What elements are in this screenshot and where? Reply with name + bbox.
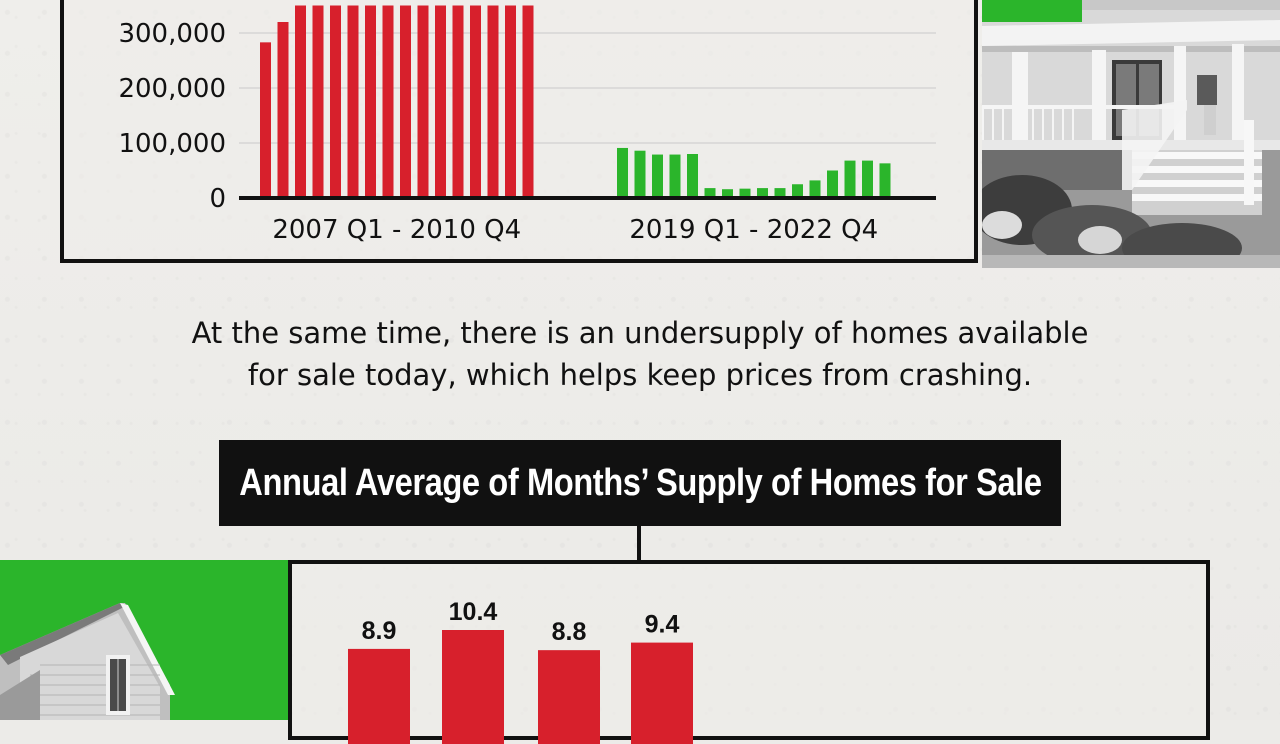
green-bar — [722, 189, 733, 198]
top-bar-chart: 0 100,000 200,000 300,000 2007 Q1 - 2010 Q4 2… — [118, 5, 936, 245]
green-bar — [634, 150, 646, 198]
red-bar — [277, 22, 289, 198]
chart-title: Annual Average of Months’ Supply of Home… — [238, 461, 1042, 504]
red-bar — [522, 5, 534, 198]
supply-bar — [348, 648, 410, 744]
red-bar — [330, 5, 341, 198]
green-bar — [687, 154, 698, 198]
red-bar — [417, 5, 429, 198]
y-tick-label: 100,000 — [118, 129, 226, 159]
statement-line-1: At the same time, there is an undersuppl… — [191, 316, 1089, 350]
green-bar — [792, 184, 803, 198]
red-bar — [382, 5, 394, 198]
green-bar — [757, 188, 768, 198]
red-bar — [505, 5, 516, 198]
red-bar — [487, 5, 499, 198]
red-bar — [312, 5, 324, 198]
green-bar — [879, 163, 891, 198]
green-bar — [862, 160, 873, 198]
bar-value-label: 9.4 — [645, 611, 680, 639]
red-bar — [470, 5, 481, 198]
bar-value-label: 8.8 — [552, 618, 587, 646]
green-bar — [739, 188, 751, 198]
red-bar — [435, 5, 446, 198]
x-group-label: 2007 Q1 - 2010 Q4 — [272, 215, 521, 245]
house-photo-gable — [0, 595, 290, 720]
green-bar — [669, 154, 681, 198]
green-bar — [617, 147, 628, 198]
red-bar — [400, 5, 411, 198]
red-bar — [295, 5, 306, 198]
x-group-label: 2019 Q1 - 2022 Q4 — [629, 215, 878, 245]
red-bar — [452, 5, 464, 198]
y-tick-label: 200,000 — [118, 74, 226, 104]
green-bar — [652, 154, 663, 198]
chart-title-banner: Annual Average of Months’ Supply of Home… — [219, 440, 1061, 526]
months-supply-chart-panel: 8.9 10.4 8.8 9.4 — [288, 560, 1210, 744]
foreclosure-chart-panel: 0 100,000 200,000 300,000 2007 Q1 - 2010 Q4 2… — [60, 0, 978, 263]
supply-bar — [442, 630, 504, 744]
statement-line-2: for sale today, which helps keep prices … — [247, 358, 1033, 392]
red-bar — [260, 42, 271, 198]
y-tick-label: 0 — [209, 184, 226, 214]
green-bar — [827, 170, 838, 198]
supply-bar — [538, 650, 600, 744]
green-bar — [809, 180, 821, 198]
statement-text: At the same time, there is an undersuppl… — [0, 312, 1280, 396]
red-bar — [365, 5, 376, 198]
green-bar — [844, 160, 856, 198]
red-bar — [347, 5, 359, 198]
supply-bar — [631, 642, 693, 744]
y-tick-label: 300,000 — [118, 19, 226, 49]
bar-value-label: 8.9 — [362, 617, 397, 645]
house-photo-porch — [982, 0, 1280, 268]
bar-value-label: 10.4 — [449, 598, 498, 626]
green-bar — [774, 188, 786, 198]
green-bar — [704, 188, 716, 198]
bottom-bar-chart: 8.9 10.4 8.8 9.4 — [348, 598, 693, 744]
connector-line — [637, 526, 641, 562]
